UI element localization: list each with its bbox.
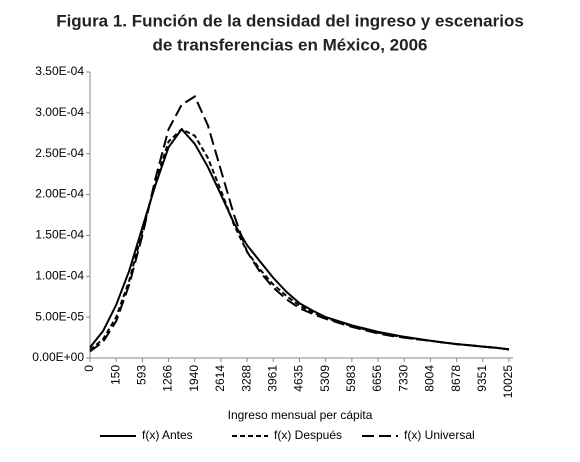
legend-label: f(x) Antes	[142, 428, 193, 442]
x-tick-label: 10025	[501, 365, 515, 399]
x-tick-label: 2614	[213, 365, 227, 392]
y-tick-label: 0.00E+00	[32, 350, 84, 364]
y-tick-label: 5.00E-05	[35, 309, 84, 323]
y-tick-label: 2.50E-04	[35, 146, 84, 160]
x-tick-label: 1266	[161, 365, 175, 392]
x-tick-label: 6656	[370, 365, 384, 392]
x-tick-label: 8004	[423, 365, 437, 392]
x-tick-label: 5983	[344, 365, 358, 392]
y-tick-label: 3.00E-04	[35, 105, 84, 119]
y-tick-label: 1.50E-04	[35, 228, 84, 242]
y-tick-label: 1.00E-04	[35, 268, 84, 282]
y-tick-label: 2.00E-04	[35, 187, 84, 201]
legend-label: f(x) Universal	[404, 428, 475, 442]
y-tick-label: 3.50E-04	[35, 64, 84, 78]
chart-title: Figura 1. Función de la densidad del ing…	[56, 11, 524, 30]
x-tick-label: 593	[135, 365, 149, 385]
x-tick-label: 8678	[449, 365, 463, 392]
x-tick-label: 9351	[475, 365, 489, 392]
x-tick-label: 1940	[187, 365, 201, 392]
x-tick-label: 0	[82, 365, 96, 372]
x-axis-label: Ingreso mensual per cápita	[228, 408, 373, 422]
line-series	[89, 127, 510, 351]
x-tick-label: 4635	[292, 365, 306, 392]
legend-label: f(x) Después	[274, 428, 342, 442]
line-series	[89, 127, 510, 351]
x-tick-label: 7330	[396, 365, 410, 392]
x-tick-label: 5309	[318, 365, 332, 392]
x-tick-label: 3961	[265, 365, 279, 392]
x-tick-label: 3288	[239, 365, 253, 392]
line-series	[89, 95, 510, 353]
chart-title: de transferencias en México, 2006	[153, 35, 428, 54]
x-tick-label: 150	[108, 365, 122, 385]
